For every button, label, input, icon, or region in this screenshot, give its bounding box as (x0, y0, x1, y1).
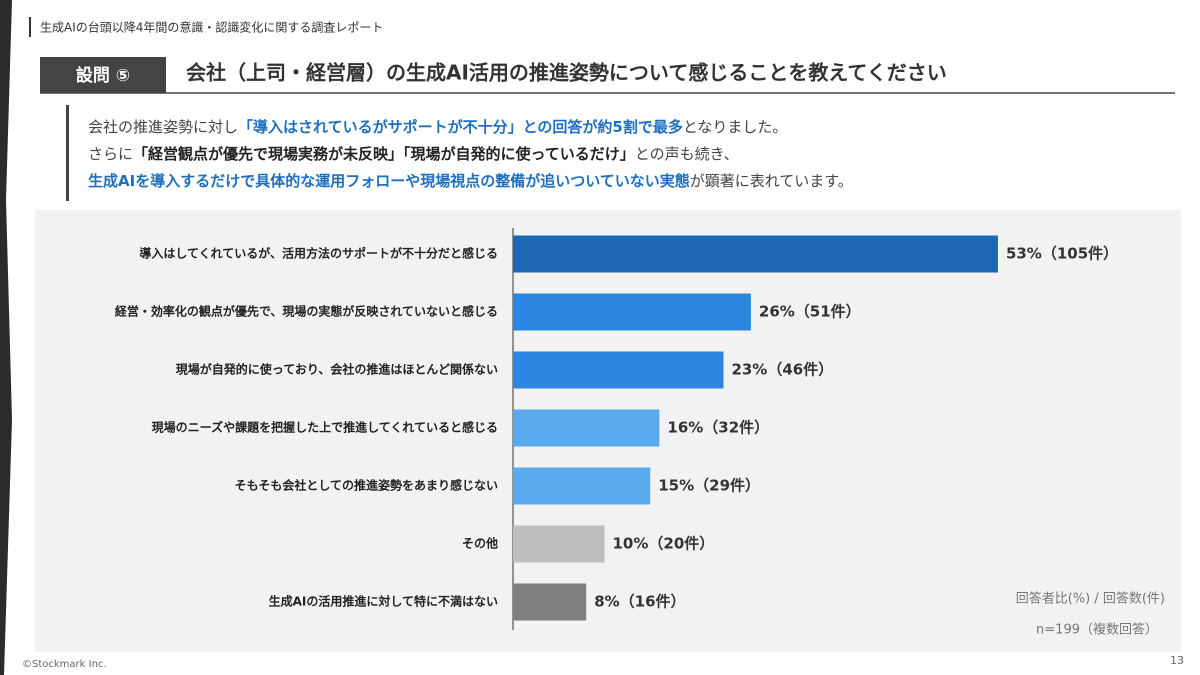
bar (513, 583, 587, 621)
bar (513, 525, 605, 563)
legend-note: 回答者比(%) / 回答数(件) (1016, 591, 1165, 607)
question-label-box (40, 57, 166, 93)
summary-segment: 会社の推進姿勢に対し (88, 118, 238, 136)
category-label: そもそも会社としての推進姿勢をあまり感じない (235, 478, 498, 493)
summary-line: さらに「経営観点が優先で現場実務が未反映」「現場が自発的に使っているだけ」との声… (88, 145, 739, 163)
sample-note: n=199（複数回答） (1036, 622, 1158, 638)
value-label: 15%（29件） (658, 477, 760, 495)
bar (513, 293, 751, 331)
bar (513, 235, 998, 273)
summary-segment: さらに (88, 145, 133, 163)
copyright: ©Stockmark Inc. (22, 659, 107, 670)
bar (513, 467, 651, 505)
bar (513, 409, 660, 447)
category-label: その他 (462, 536, 498, 551)
page-number: 13 (1170, 654, 1184, 667)
report-title: 生成AIの台頭以降4年間の意識・認識変化に関する調査レポート (40, 20, 383, 35)
value-label: 8%（16件） (594, 593, 685, 611)
category-label: 現場が自発的に使っており、会社の推進はほとんど関係ない (176, 362, 498, 377)
summary-segment: 生成AIを導入するだけで具体的な運用フォローや現場視点の整備が追いついていない実… (88, 172, 690, 190)
value-label: 23%（46件） (731, 361, 833, 379)
category-label: 現場のニーズや課題を把握した上で推進してくれていると感じる (152, 420, 498, 435)
question-label: 設問 ⑤ (76, 65, 130, 86)
category-label: 経営・効率化の観点が優先で、現場の実態が反映されていないと感じる (115, 304, 498, 319)
category-label: 導入はしてくれているが、活用方法のサポートが不十分だと感じる (139, 246, 498, 261)
value-label: 10%（20件） (613, 535, 715, 553)
summary: 会社の推進姿勢に対し「導入はされているがサポートが不十分」との回答が約5割で最多… (88, 118, 853, 190)
summary-line: 会社の推進姿勢に対し「導入はされているがサポートが不十分」との回答が約5割で最多… (88, 118, 787, 136)
chart: 導入はしてくれているが、活用方法のサポートが不十分だと感じる 53%（105件） 経… (115, 235, 1118, 621)
question-title: 会社（上司・経営層）の生成AI活用の推進姿勢について感じることを教えてください (186, 61, 947, 85)
summary-segment: が顕著に表れています。 (690, 172, 853, 190)
summary-segment: 「経営観点が優先で現場実務が未反映」「現場が自発的に使っているだけ」 (133, 145, 635, 163)
edge-decoration (0, 0, 12, 675)
summary-segment: 「導入はされているがサポートが不十分」との回答が約5割で最多 (238, 118, 683, 136)
summary-bar (66, 105, 69, 201)
value-label: 26%（51件） (759, 303, 861, 321)
summary-line: 生成AIを導入するだけで具体的な運用フォローや現場視点の整備が追いついていない実… (88, 172, 853, 190)
value-label: 16%（32件） (667, 419, 769, 437)
summary-segment: との声も続き、 (635, 145, 739, 163)
header-bar (29, 17, 31, 37)
bar (513, 351, 724, 389)
category-label: 生成AIの活用推進に対して特に不満はない (269, 594, 498, 609)
summary-segment: となりました。 (683, 118, 788, 136)
value-label: 53%（105件） (1006, 245, 1118, 263)
